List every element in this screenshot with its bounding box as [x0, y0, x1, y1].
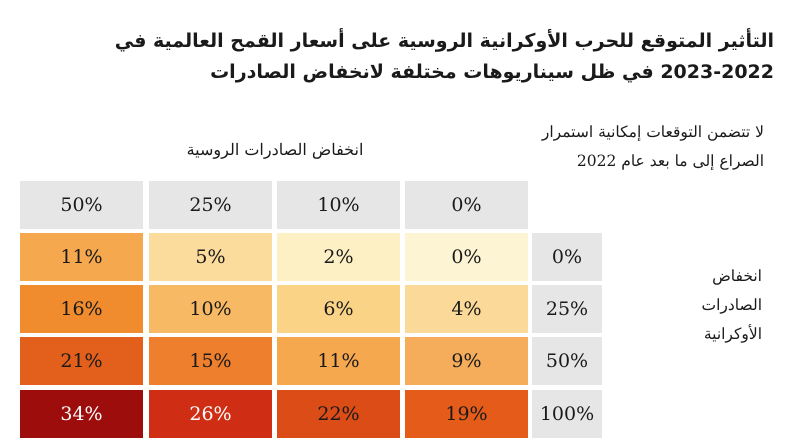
- column-label: 25%: [149, 181, 272, 229]
- heatmap-cell: 34%: [20, 390, 143, 438]
- row-label: 0%: [532, 233, 602, 281]
- column-label: 10%: [277, 181, 400, 229]
- column-label: 0%: [405, 181, 528, 229]
- heatmap-cell: 10%: [149, 285, 272, 333]
- heatmap-cell: 0%: [405, 233, 528, 281]
- column-header-russian-exports: انخفاض الصادرات الروسية: [186, 140, 364, 159]
- heatmap-cell: 11%: [20, 233, 143, 281]
- heatmap-cell: 2%: [277, 233, 400, 281]
- row-label: 25%: [532, 285, 602, 333]
- heatmap-cell: 19%: [405, 390, 528, 438]
- heatmap-cell: 11%: [277, 337, 400, 385]
- heatmap-cell: 9%: [405, 337, 528, 385]
- heatmap-cell: 22%: [277, 390, 400, 438]
- chart-title: التأثير المتوقع للحرب الأوكرانية الروسية…: [114, 30, 774, 83]
- heatmap-cell: 26%: [149, 390, 272, 438]
- heatmap-cell: 5%: [149, 233, 272, 281]
- heatmap-cell: 16%: [20, 285, 143, 333]
- heatmap-cell: 6%: [277, 285, 400, 333]
- heatmap-cell: 21%: [20, 337, 143, 385]
- heatmap-cell: 4%: [405, 285, 528, 333]
- row-label: 100%: [532, 390, 602, 438]
- row-label: 50%: [532, 337, 602, 385]
- heatmap-cell: 15%: [149, 337, 272, 385]
- column-label: 50%: [20, 181, 143, 229]
- row-header-ukrainian-exports: انخفاض الصادرات الأوكرانية: [701, 267, 762, 343]
- chart-note: لا تتضمن التوقعات إمكانية استمرار الصراع…: [541, 123, 764, 170]
- cropped-heading-fragment: ·: [230, 0, 790, 12]
